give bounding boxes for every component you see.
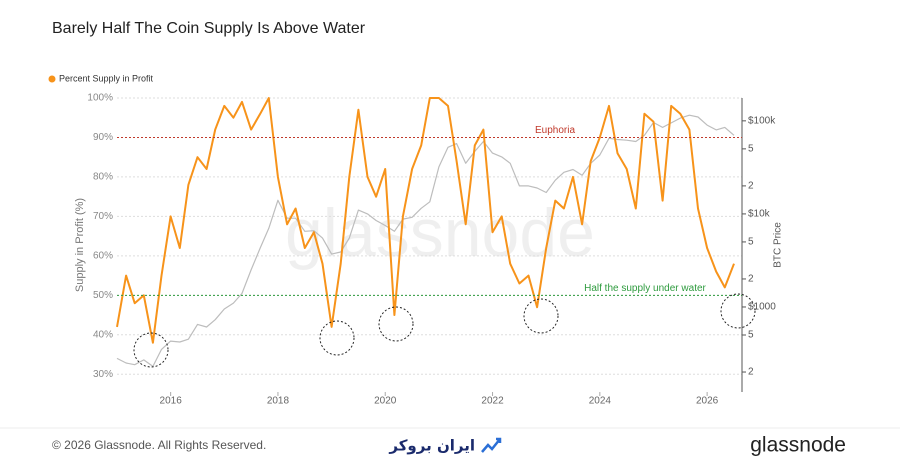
legend-label: Percent Supply in Profit: [59, 73, 154, 83]
x-tick-label: 2024: [589, 396, 612, 407]
y2-tick-label: 5: [748, 330, 754, 341]
watermark: glassnode: [285, 195, 595, 271]
x-tick-label: 2022: [481, 396, 504, 407]
reference-label: Euphoria: [535, 125, 575, 136]
series-line: [116, 114, 735, 367]
y-tick-label: 100%: [87, 93, 113, 104]
legend-marker: [48, 75, 56, 83]
center-logo: ایران بروکر: [388, 437, 475, 455]
x-tick-label: 2018: [267, 396, 290, 407]
y2-tick-label: 5: [748, 237, 754, 248]
highlight-circle: [720, 293, 756, 329]
y2-tick-label: 5: [748, 144, 754, 155]
y2-tick-label: 2: [748, 181, 754, 192]
y2-axis-label: BTC Price: [773, 222, 784, 268]
right-logo: glassnode: [750, 434, 846, 457]
highlight-circle: [523, 298, 559, 334]
footer-text: © 2026 Glassnode. All Rights Reserved.: [52, 438, 266, 452]
y2-tick-label: $10k: [748, 209, 771, 220]
y2-tick-label: 2: [748, 274, 754, 285]
y-tick-label: 80%: [93, 172, 113, 183]
highlight-circles: [133, 293, 756, 368]
y-tick-label: 90%: [93, 132, 113, 143]
y2-tick-label: $100k: [748, 115, 776, 126]
chart-title: Barely Half The Coin Supply Is Above Wat…: [52, 20, 366, 37]
x-tick-label: 2026: [696, 396, 719, 407]
y-tick-label: 70%: [93, 211, 113, 222]
series-line: [116, 97, 735, 344]
plot: 30% 40% 50% 60% 70% 80% 90% 100% 2 5 $1000 2 5 $10k 2 5…: [87, 93, 776, 407]
x-tick-label: 2016: [160, 396, 183, 407]
y2-tick-label: $1000: [748, 302, 776, 313]
center-logo-icon: [481, 437, 502, 453]
y-tick-label: 50%: [93, 290, 113, 301]
y2-tick-label: 2: [748, 367, 754, 378]
highlight-circle: [133, 332, 169, 368]
x-tick-label: 2020: [374, 396, 397, 407]
y-tick-label: 60%: [93, 250, 113, 261]
reference-label: Half the supply under water: [584, 283, 706, 294]
y-tick-label: 30%: [93, 369, 113, 380]
y-axis-label: Supply in Profit (%): [74, 198, 86, 292]
highlight-circle: [378, 306, 414, 342]
highlight-circle: [319, 320, 355, 356]
y-tick-label: 40%: [93, 329, 113, 340]
